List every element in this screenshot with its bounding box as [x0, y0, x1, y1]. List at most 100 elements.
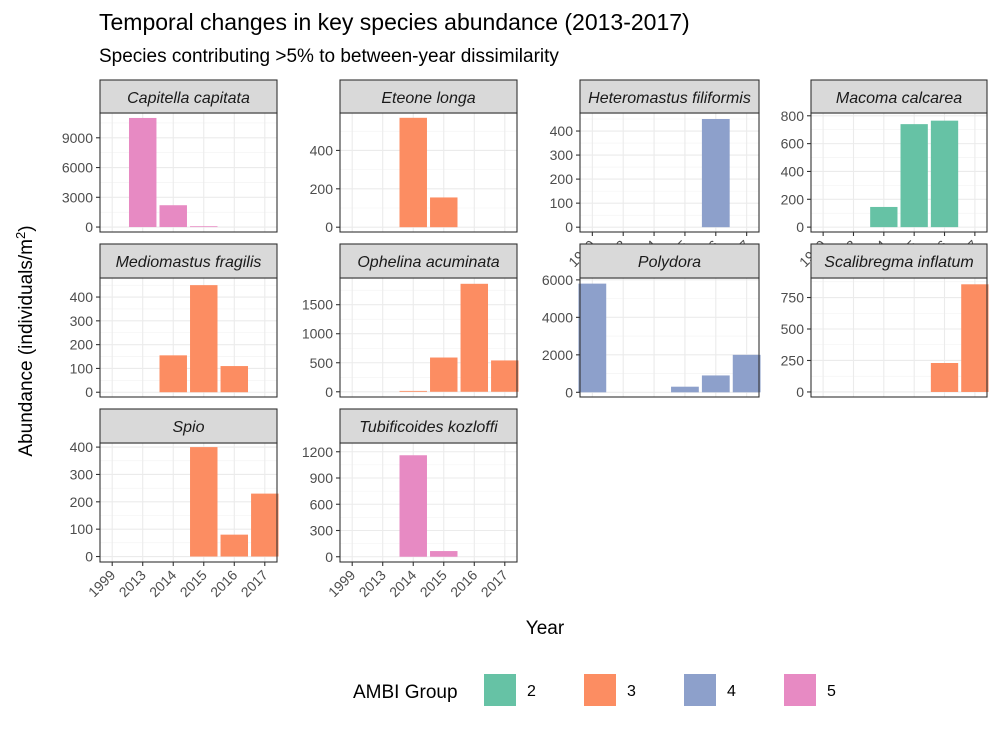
bar [578, 283, 607, 393]
bar [220, 366, 249, 393]
facet-strip-label: Spio [172, 419, 204, 436]
x-tick-label: 2016 [447, 567, 480, 600]
legend-swatch [484, 674, 516, 706]
bar [870, 206, 898, 228]
bar [930, 363, 959, 392]
x-tick-label: 2017 [238, 567, 271, 600]
bar [399, 390, 427, 392]
facet-strip-label: Heteromastus filiformis [588, 90, 751, 107]
y-tick-label: 100 [550, 195, 574, 211]
legend-swatch [684, 674, 716, 706]
y-tick-label: 100 [70, 521, 94, 537]
bar [251, 493, 279, 557]
legend: AMBI Group 2 3 4 5 [353, 674, 836, 706]
legend-label: 2 [527, 683, 536, 700]
y-axis-title: Abundance (individuals/m2) [13, 225, 38, 456]
bar [399, 117, 427, 228]
bar [961, 284, 989, 392]
bar [701, 375, 730, 393]
panel-background [811, 278, 987, 397]
y-tick-label: 2000 [542, 347, 573, 363]
bar [399, 455, 427, 557]
facet-strip [810, 79, 988, 114]
y-tick-label: 1200 [302, 444, 333, 460]
y-tick-label: 300 [310, 523, 334, 539]
bar [190, 285, 218, 393]
bar [732, 354, 761, 393]
chart-subtitle: Species contributing >5% to between-year… [99, 46, 559, 67]
panel-background [340, 443, 517, 562]
facet-panel: Mediomastus fragilis 0 100 200 300 400 [70, 243, 278, 400]
facet-strip-label: Macoma calcarea [836, 90, 962, 107]
y-tick-label: 0 [85, 219, 93, 235]
bar [430, 551, 458, 557]
y-tick-label: 750 [781, 290, 805, 306]
y-tick-label: 300 [550, 147, 574, 163]
y-tick-label: 0 [325, 384, 333, 400]
panel-background [811, 113, 987, 232]
facet-panel: Capitella capitata 0 3000 6000 9000 [62, 79, 278, 235]
y-tick-label: 200 [70, 494, 94, 510]
facet-panel: Tubificoides kozloffi0300600900120019992… [302, 408, 518, 600]
bar [430, 197, 458, 228]
facet-strip [99, 79, 278, 114]
legend-label: 5 [827, 683, 836, 700]
bar [701, 119, 730, 228]
y-tick-label: 600 [310, 496, 334, 512]
y-tick-label: 0 [565, 384, 573, 400]
facet-strip-label: Mediomastus fragilis [116, 254, 262, 271]
facet-panel: Eteone longa 0 200 400 [310, 79, 518, 235]
y-tick-label: 600 [781, 136, 805, 152]
x-axis-title: Year [526, 618, 565, 639]
y-tick-label: 250 [781, 352, 805, 368]
facet-strip-label: Capitella capitata [127, 90, 250, 107]
y-tick-label: 900 [310, 470, 334, 486]
y-tick-label: 9000 [62, 130, 93, 146]
y-tick-label: 400 [310, 142, 334, 158]
facet-strip-label: Polydora [638, 254, 701, 271]
y-tick-label: 6000 [62, 160, 93, 176]
y-tick-label: 300 [70, 313, 94, 329]
facet-strip [339, 243, 518, 279]
y-tick-label: 200 [781, 191, 805, 207]
y-tick-label: 1000 [302, 326, 333, 342]
legend-swatch [784, 674, 816, 706]
chart-title: Temporal changes in key species abundanc… [99, 9, 690, 35]
y-tick-label: 3000 [62, 189, 93, 205]
facet-strip-label: Ophelina acuminata [357, 254, 499, 271]
x-tick-label: 2015 [417, 567, 450, 600]
facet-panel: Spio 0 100 200 300 400 19992013201420152016201… [70, 408, 279, 600]
y-tick-label: 800 [781, 108, 805, 124]
panel-background [340, 278, 517, 397]
y-tick-label: 400 [781, 163, 805, 179]
y-axis-title-main: Abundance (individuals/m [16, 239, 37, 457]
bar [128, 117, 157, 228]
panel-background [340, 113, 517, 232]
bar [671, 386, 699, 393]
bar [220, 534, 249, 557]
y-tick-label: 300 [70, 466, 94, 482]
bar [190, 447, 218, 557]
facet-panel: Ophelina acuminata 0 500 1000 1500 [302, 243, 519, 400]
y-tick-label: 400 [70, 439, 94, 455]
y-tick-label: 6000 [542, 272, 573, 288]
y-tick-label: 0 [85, 549, 93, 565]
x-tick-label: 1999 [325, 567, 358, 600]
facet-strip [579, 243, 760, 279]
bar [460, 283, 489, 392]
y-tick-label: 200 [310, 181, 334, 197]
panel-background [580, 278, 759, 397]
bar [159, 355, 187, 393]
bar [430, 357, 458, 392]
facet-panel: Heteromastus filiformis01002003004001999… [550, 79, 760, 270]
bar [190, 226, 218, 228]
x-tick-label: 1999 [85, 567, 118, 600]
bar [930, 120, 959, 228]
y-tick-label: 200 [550, 171, 574, 187]
facet-strip [579, 79, 760, 114]
bar [159, 205, 187, 228]
y-tick-label: 0 [325, 219, 333, 235]
y-tick-label: 1500 [302, 297, 333, 313]
y-tick-label: 200 [70, 337, 94, 353]
